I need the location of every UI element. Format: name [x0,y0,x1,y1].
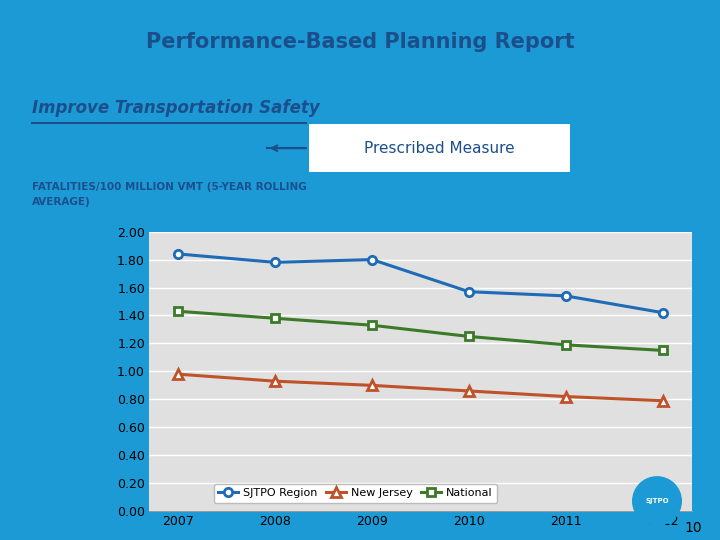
Text: Improve Transportation Safety: Improve Transportation Safety [32,99,320,117]
National [658,347,667,354]
SJTPO Region [464,288,473,295]
National [464,333,473,340]
Text: Traffic Fatalities: Traffic Fatalities [32,136,261,160]
New Jersey [658,397,667,404]
Circle shape [633,477,681,525]
Text: 10: 10 [685,521,702,535]
National [174,308,183,314]
SJTPO Region [174,251,183,257]
New Jersey [368,382,377,389]
National [562,342,570,348]
Line: New Jersey: New Jersey [174,369,667,406]
National [368,322,377,328]
Text: Performance-Based Planning Report: Performance-Based Planning Report [145,32,575,52]
SJTPO Region [562,293,570,299]
National [271,315,279,321]
Text: Prescribed Measure: Prescribed Measure [364,141,515,156]
Legend: SJTPO Region, New Jersey, National: SJTPO Region, New Jersey, National [214,484,497,503]
New Jersey [271,378,279,384]
FancyBboxPatch shape [308,124,571,173]
SJTPO Region [368,256,377,263]
SJTPO Region [658,309,667,316]
New Jersey [464,388,473,394]
Line: National: National [174,307,667,355]
New Jersey [174,371,183,377]
Text: FATALITIES/100 MILLION VMT (5-YEAR ROLLING: FATALITIES/100 MILLION VMT (5-YEAR ROLLI… [32,181,307,192]
New Jersey [562,393,570,400]
FancyArrowPatch shape [271,145,305,151]
SJTPO Region [271,259,279,266]
Line: SJTPO Region: SJTPO Region [174,250,667,317]
Text: SJTPO: SJTPO [645,498,669,504]
Text: AVERAGE): AVERAGE) [32,197,91,207]
